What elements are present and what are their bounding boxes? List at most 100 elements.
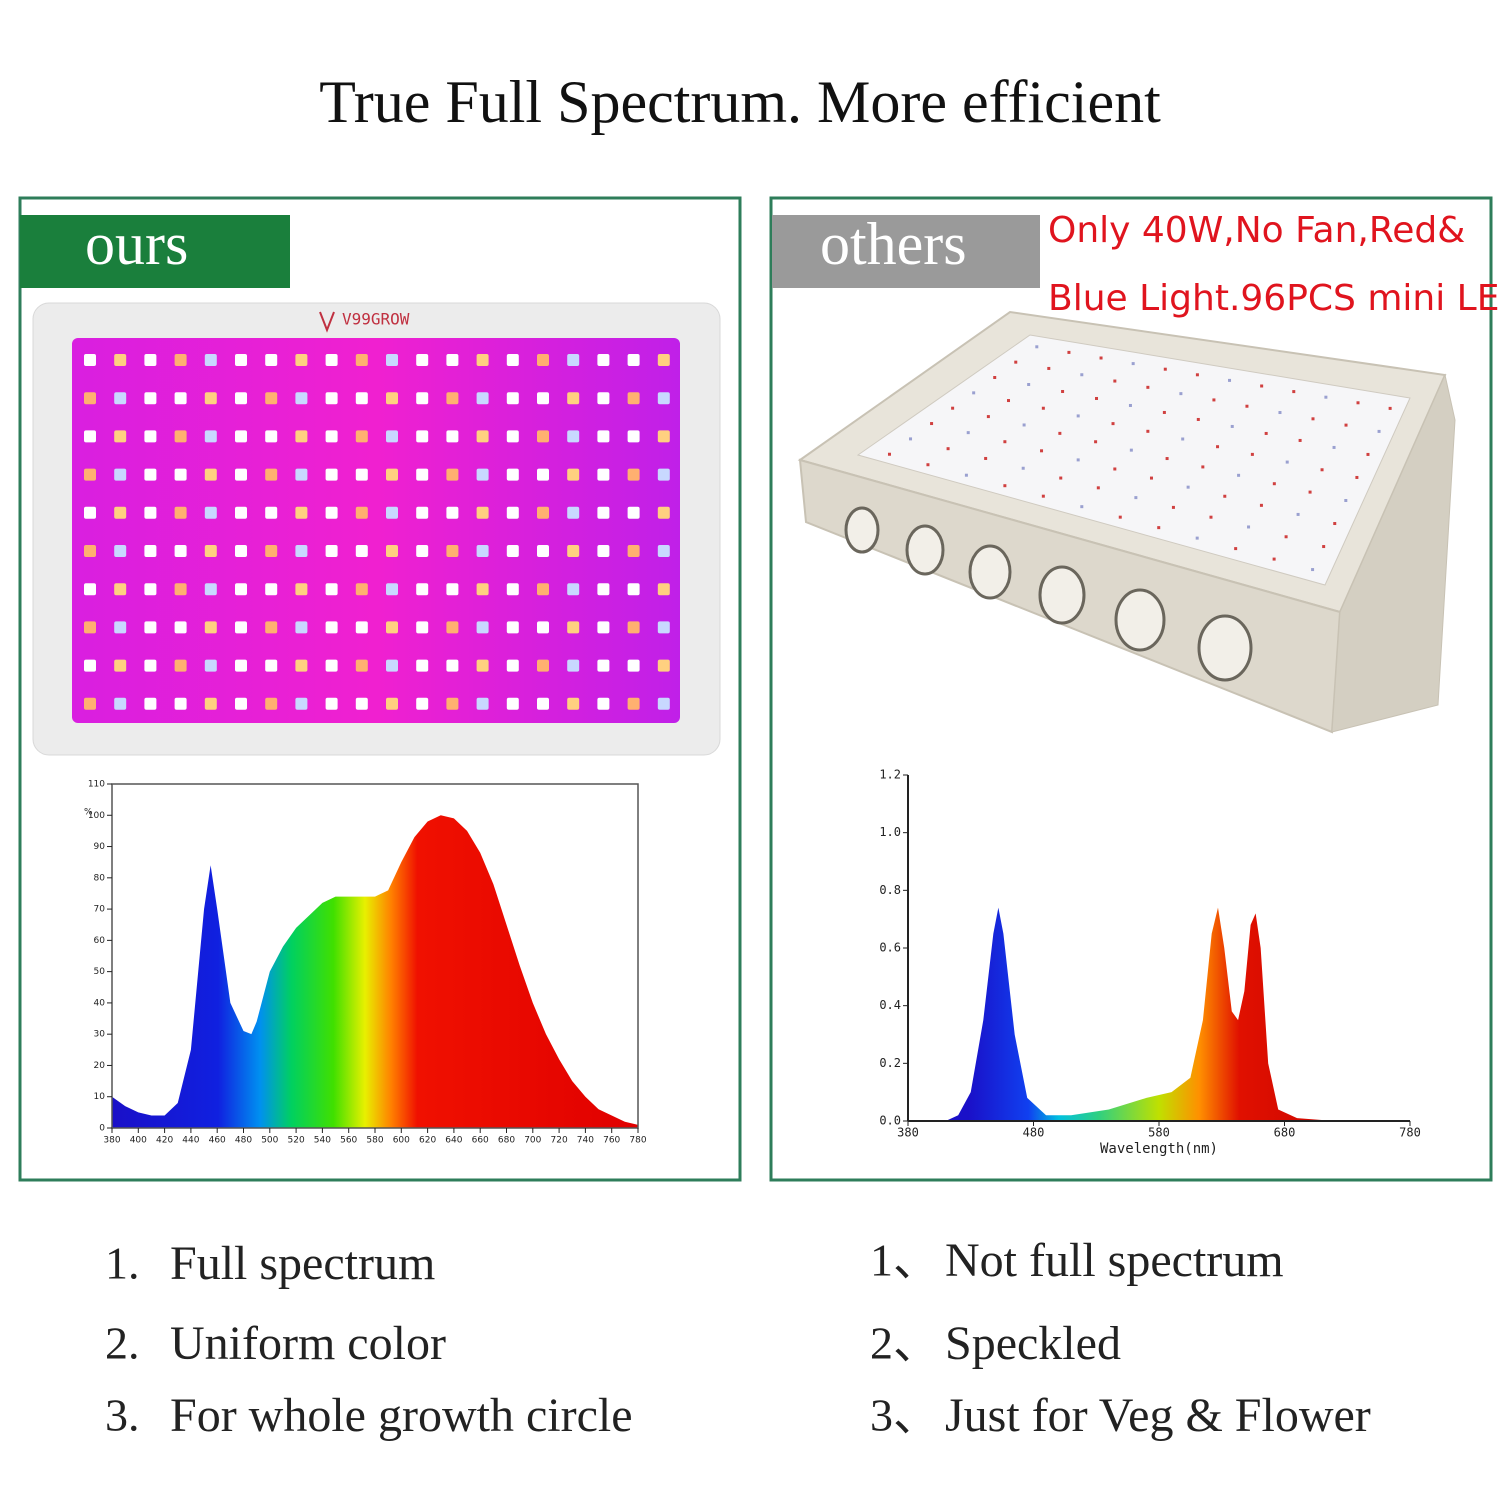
led	[446, 697, 459, 710]
mini-led	[1324, 395, 1328, 399]
led	[355, 621, 368, 634]
led	[174, 354, 187, 366]
mini-led	[984, 456, 988, 460]
mini-led	[1163, 367, 1167, 371]
x-tick-label: 380	[103, 1136, 120, 1146]
mini-led	[1377, 429, 1381, 433]
x-tick-label: 500	[261, 1136, 278, 1146]
led	[506, 392, 519, 405]
led	[416, 545, 429, 557]
panel-label: ours	[85, 211, 188, 277]
led	[537, 621, 549, 634]
led	[567, 430, 580, 443]
mini-led	[1247, 525, 1251, 529]
x-tick-label: 520	[288, 1136, 305, 1146]
mini-led	[1165, 457, 1169, 461]
led	[627, 430, 640, 443]
x-tick-label: 780	[1399, 1126, 1421, 1140]
led	[446, 583, 459, 596]
led	[295, 392, 308, 405]
led	[235, 506, 247, 519]
led	[325, 583, 338, 596]
mini-led	[1201, 465, 1205, 469]
mini-led	[909, 437, 913, 441]
led	[657, 545, 670, 557]
led	[114, 545, 127, 557]
led	[506, 583, 519, 596]
led	[627, 392, 640, 405]
mini-led	[1212, 398, 1216, 402]
led	[204, 430, 217, 443]
brand-logo	[319, 311, 335, 333]
led	[386, 468, 398, 481]
mini-led	[1216, 445, 1220, 449]
y-axis-label: %	[84, 808, 93, 818]
led	[144, 392, 157, 405]
led	[144, 468, 157, 481]
led	[235, 468, 247, 481]
mini-led	[1333, 522, 1337, 526]
mini-led	[1320, 468, 1324, 472]
y-tick-label: 60	[94, 936, 106, 946]
led	[416, 468, 429, 481]
mini-led	[1003, 440, 1007, 444]
mini-led	[1157, 526, 1161, 530]
led	[386, 545, 398, 557]
led	[446, 506, 459, 519]
mini-led	[1259, 503, 1263, 507]
led	[355, 468, 368, 481]
led	[657, 430, 670, 443]
mini-led	[1061, 389, 1065, 393]
mini-led	[1129, 448, 1133, 452]
y-tick-label: 0.2	[879, 1056, 901, 1070]
led	[627, 468, 640, 481]
mini-led	[1067, 350, 1071, 354]
point-number: 1.	[105, 1238, 140, 1289]
led	[144, 621, 157, 634]
led	[597, 468, 610, 481]
label-banner	[772, 215, 1040, 288]
mini-led	[1285, 460, 1289, 464]
led	[476, 506, 489, 519]
led	[355, 506, 368, 519]
x-tick-label: 680	[498, 1136, 515, 1146]
led	[235, 545, 247, 557]
led	[325, 545, 338, 557]
x-tick-label: 580	[366, 1136, 383, 1146]
led	[355, 697, 368, 710]
led	[204, 583, 217, 596]
mini-led	[930, 422, 934, 426]
led	[446, 659, 459, 672]
mini-led	[1171, 505, 1175, 509]
mini-led	[1118, 515, 1122, 519]
led	[174, 468, 187, 481]
led	[597, 659, 610, 672]
y-tick-label: 1.0	[879, 825, 901, 839]
x-tick-label: 400	[130, 1136, 147, 1146]
led	[416, 354, 429, 366]
led	[204, 354, 217, 366]
led	[476, 468, 489, 481]
led	[355, 545, 368, 557]
led	[235, 354, 247, 366]
led	[597, 583, 610, 596]
mini-led	[1041, 406, 1045, 410]
led	[144, 354, 157, 366]
mini-led	[1134, 496, 1138, 500]
mini-led	[1149, 476, 1153, 480]
led	[657, 697, 670, 710]
led	[174, 583, 187, 596]
led	[325, 468, 338, 481]
y-tick-label: 0.6	[879, 941, 901, 955]
led	[84, 621, 96, 634]
led	[446, 621, 459, 634]
led	[204, 545, 217, 557]
led	[506, 621, 519, 634]
mini-led	[966, 431, 970, 435]
mini-led	[1186, 485, 1190, 489]
lamp-window	[856, 334, 1411, 586]
led	[204, 392, 217, 405]
led	[114, 583, 127, 596]
mini-led	[1228, 378, 1232, 382]
